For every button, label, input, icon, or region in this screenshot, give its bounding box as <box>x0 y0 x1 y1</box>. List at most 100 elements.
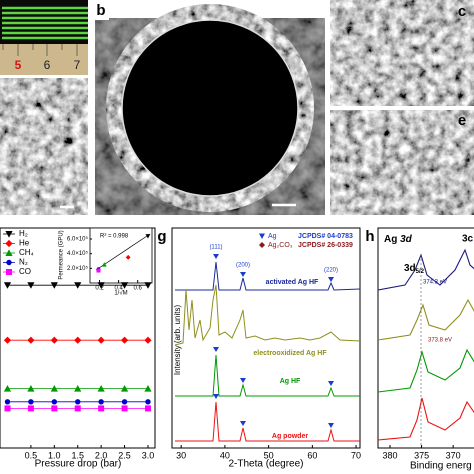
marker <box>97 385 105 392</box>
marker <box>101 262 107 267</box>
x-axis-label: 2-Theta (degree) <box>228 459 303 470</box>
peak-label: 3c <box>462 234 474 245</box>
panel-title: Ag 3d <box>384 234 413 245</box>
legend-label: N₂ <box>19 258 28 267</box>
x-tick-label: 0.2 <box>95 286 104 292</box>
legend-label: CO <box>19 267 31 276</box>
y-tick-label: 2.0×10⁵ <box>67 265 89 272</box>
ruler-label: 5 <box>15 58 22 72</box>
marker <box>74 385 82 392</box>
marker <box>50 385 58 392</box>
x-tick-label: 370 <box>446 450 461 460</box>
annotation: 373.8 eV <box>428 338 452 344</box>
x-tick-label: 1.0 <box>48 450 61 460</box>
marker <box>145 234 151 239</box>
x-tick-label: 0.6 <box>134 286 143 292</box>
xps-curves <box>378 248 474 448</box>
x-tick-label: 375 <box>414 450 429 460</box>
marker <box>144 336 152 344</box>
x-tick-label: 0.4 <box>114 286 123 292</box>
marker <box>74 282 82 289</box>
sem-image <box>0 78 88 215</box>
marker <box>75 399 81 405</box>
x-axis-label: Binding energ <box>410 461 472 472</box>
marker <box>125 254 131 260</box>
panel-label: b <box>96 2 105 19</box>
marker <box>27 385 35 392</box>
marker <box>97 282 105 289</box>
marker <box>121 399 128 405</box>
marker <box>98 399 104 405</box>
x-tick-label: 3.0 <box>142 450 155 460</box>
marker <box>27 282 35 289</box>
marker <box>144 282 152 289</box>
y-axis-label: Intensity (arb. units) <box>173 305 182 376</box>
sem-image <box>330 0 474 106</box>
sem-image <box>330 110 474 215</box>
title: Ag <box>384 234 397 245</box>
peak-label: 3d5/2 <box>404 263 425 275</box>
peak-main: 3d <box>404 263 416 274</box>
panel-label: c <box>458 3 466 20</box>
x-axis-label: Pressure drop (bar) <box>35 459 122 470</box>
x-tick-label: 380 <box>382 450 397 460</box>
marker <box>74 405 81 412</box>
title-italic: 3d <box>400 234 413 245</box>
y-tick-label: 6.0×10⁵ <box>67 236 89 243</box>
legend-ref: JCPDS# 26-0339 <box>298 242 353 249</box>
ruler-label: 6 <box>44 58 51 72</box>
peak-label: (111) <box>209 245 222 251</box>
marker <box>51 399 58 405</box>
marker <box>27 405 34 412</box>
x-tick-label: 60 <box>307 450 317 460</box>
y-axis-label: Permeance (GPU) <box>59 230 65 279</box>
marker <box>144 385 152 392</box>
panel-label: g <box>157 228 166 245</box>
marker <box>3 336 12 344</box>
x-tick-label: 0.5 <box>25 450 38 460</box>
peak-label: (220) <box>324 268 338 274</box>
marker <box>121 405 128 412</box>
x-tick-label: 50 <box>264 450 274 460</box>
x-tick-label: 70 <box>351 450 361 460</box>
peak-markers <box>213 254 334 428</box>
annotation: R² = 0.998 <box>100 234 129 240</box>
x-tick-label: 2.0 <box>95 450 108 460</box>
trace-label: Ag powder <box>272 433 308 440</box>
x-tick-label: 30 <box>176 450 186 460</box>
marker <box>4 399 11 405</box>
peak-sub: 5/2 <box>416 269 425 275</box>
sem-cross-section <box>95 4 325 215</box>
x-axis-label: 1/√M <box>114 290 127 297</box>
marker <box>27 336 35 344</box>
xrd-curves <box>174 261 361 442</box>
panel-label: h <box>365 228 374 245</box>
x-tick-label: 2.5 <box>118 450 131 460</box>
x-tick-label: 40 <box>220 450 230 460</box>
inset-frame <box>89 227 153 284</box>
peak-label: (200) <box>236 263 250 269</box>
legend-label: Ag₂CO₃ <box>268 242 293 249</box>
marker <box>145 399 151 405</box>
marker <box>28 399 34 405</box>
trace-label: electrooxidized Ag HF <box>253 350 327 357</box>
legend-marker <box>259 233 265 239</box>
marker <box>98 405 105 412</box>
legend-label: He <box>19 239 30 248</box>
marker <box>120 385 129 392</box>
marker <box>51 405 58 412</box>
ruler-label: 7 <box>74 58 81 72</box>
trace-label: activated Ag HF <box>266 279 319 286</box>
marker <box>144 405 151 412</box>
marker <box>97 336 105 344</box>
photo-tubes: 5 6 7 <box>0 0 88 75</box>
plot-frame <box>171 227 361 449</box>
marker <box>74 336 82 344</box>
legend-label: Ag <box>268 233 277 240</box>
legend-marker <box>259 242 265 248</box>
marker <box>3 385 12 392</box>
y-tick-label: 4.0×10⁵ <box>67 250 89 257</box>
marker <box>3 282 12 289</box>
x-tick-label: 1.5 <box>71 450 84 460</box>
